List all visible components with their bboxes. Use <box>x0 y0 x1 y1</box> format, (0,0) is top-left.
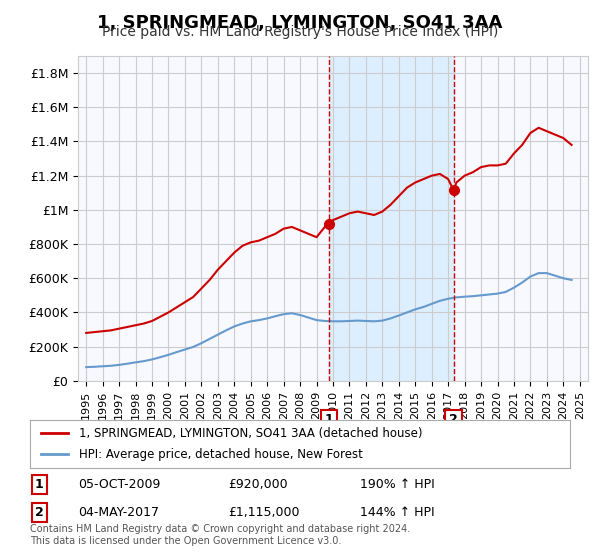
Text: 04-MAY-2017: 04-MAY-2017 <box>78 506 159 519</box>
Text: HPI: Average price, detached house, New Forest: HPI: Average price, detached house, New … <box>79 448 362 461</box>
Text: 05-OCT-2009: 05-OCT-2009 <box>78 478 160 491</box>
Text: 1: 1 <box>325 413 333 426</box>
Text: £1,115,000: £1,115,000 <box>228 506 299 519</box>
Text: 190% ↑ HPI: 190% ↑ HPI <box>360 478 435 491</box>
Text: Price paid vs. HM Land Registry's House Price Index (HPI): Price paid vs. HM Land Registry's House … <box>102 25 498 39</box>
Text: £920,000: £920,000 <box>228 478 287 491</box>
Text: 144% ↑ HPI: 144% ↑ HPI <box>360 506 434 519</box>
Text: Contains HM Land Registry data © Crown copyright and database right 2024.
This d: Contains HM Land Registry data © Crown c… <box>30 524 410 546</box>
Bar <box>329 56 454 381</box>
Text: 2: 2 <box>35 506 43 519</box>
Text: 1, SPRINGMEAD, LYMINGTON, SO41 3AA: 1, SPRINGMEAD, LYMINGTON, SO41 3AA <box>97 14 503 32</box>
Text: 1, SPRINGMEAD, LYMINGTON, SO41 3AA (detached house): 1, SPRINGMEAD, LYMINGTON, SO41 3AA (deta… <box>79 427 422 440</box>
Text: 2: 2 <box>449 413 458 426</box>
Text: 1: 1 <box>35 478 43 491</box>
